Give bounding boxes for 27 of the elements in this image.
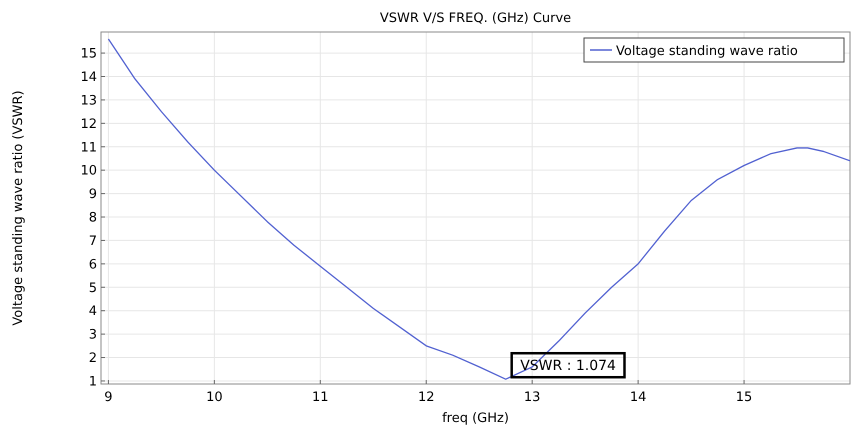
line-series bbox=[108, 38, 850, 380]
y-tick-label: 1 bbox=[88, 374, 97, 390]
x-tick-label: 12 bbox=[418, 390, 435, 405]
x-tick-label: 13 bbox=[524, 390, 540, 405]
chart-title: VSWR V/S FREQ. (GHz) Curve bbox=[380, 11, 572, 26]
y-tick-label: 14 bbox=[80, 70, 97, 85]
legend-label: Voltage standing wave ratio bbox=[616, 44, 798, 59]
y-tick-label: 12 bbox=[80, 116, 97, 132]
y-tick-label: 6 bbox=[88, 257, 97, 272]
y-tick-label: 9 bbox=[88, 187, 97, 202]
y-tick-label: 10 bbox=[80, 164, 97, 179]
x-tick-label: 14 bbox=[630, 390, 646, 405]
x-tick-label: 11 bbox=[312, 390, 329, 405]
x-axis-title: freq (GHz) bbox=[442, 411, 509, 426]
y-tick-label: 8 bbox=[88, 210, 97, 226]
x-tick-label: 9 bbox=[104, 390, 113, 405]
y-tick-label: 4 bbox=[88, 304, 97, 320]
y-tick-label: 2 bbox=[88, 351, 97, 366]
y-tick-label: 15 bbox=[80, 46, 97, 62]
y-tick-label: 7 bbox=[88, 234, 97, 249]
y-tick-label: 11 bbox=[80, 140, 97, 156]
y-tick-label: 3 bbox=[88, 328, 97, 343]
x-tick-label: 15 bbox=[736, 390, 752, 405]
y-axis-title: Voltage standing wave ratio (VSWR) bbox=[11, 90, 26, 326]
y-tick-label: 13 bbox=[80, 93, 97, 108]
y-tick-label: 5 bbox=[88, 280, 97, 296]
x-tick-label: 10 bbox=[206, 390, 223, 405]
